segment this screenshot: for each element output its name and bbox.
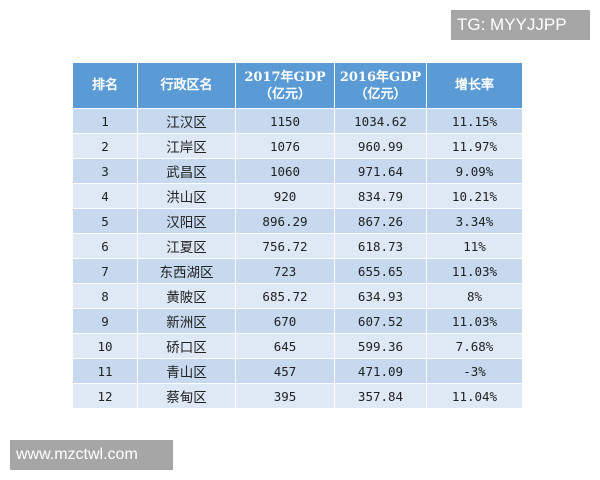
gdp-2016-cell: 971.64 [334,158,427,184]
table-row: 9 新洲区 670 607.52 11.03% [72,308,523,334]
growth-rate-cell: 3.34% [426,208,523,234]
gdp-2016-cell: 1034.62 [334,108,427,134]
growth-rate-cell: 9.09% [426,158,523,184]
table-row: 11 青山区 457 471.09 -3% [72,358,523,384]
rank-cell: 4 [72,183,138,209]
rank-cell: 3 [72,158,138,184]
gdp-2017-cell: 896.29 [235,208,335,234]
gdp-2016-cell: 834.79 [334,183,427,209]
growth-rate-cell: 10.21% [426,183,523,209]
growth-rate-cell: 11% [426,233,523,259]
table-row: 8 黄陂区 685.72 634.93 8% [72,283,523,309]
gdp-2016-cell: 634.93 [334,283,427,309]
district-cell: 汉阳区 [137,208,236,234]
district-cell: 黄陂区 [137,283,236,309]
gdp-2017-cell: 1060 [235,158,335,184]
growth-rate-cell: 11.04% [426,383,523,409]
district-cell: 洪山区 [137,183,236,209]
rank-cell: 1 [72,108,138,134]
table-row: 10 硚口区 645 599.36 7.68% [72,333,523,359]
gdp-2017-cell: 645 [235,333,335,359]
gdp-2016-cell: 655.65 [334,258,427,284]
gdp-2016-cell: 867.26 [334,208,427,234]
rank-cell: 6 [72,233,138,259]
district-cell: 江夏区 [137,233,236,259]
watermark-website: www.mzctwl.com [10,440,173,470]
gdp-2016-cell: 618.73 [334,233,427,259]
district-cell: 武昌区 [137,158,236,184]
rank-cell: 12 [72,383,138,409]
gdp-2017-cell: 1150 [235,108,335,134]
header-gdp-2017: 2017年GDP （亿元） [235,62,335,109]
growth-rate-cell: 11.03% [426,258,523,284]
gdp-2017-cell: 1076 [235,133,335,159]
header-gdp-2016: 2016年GDP （亿元） [334,62,427,109]
rank-cell: 2 [72,133,138,159]
district-cell: 硚口区 [137,333,236,359]
table-header-row: 排名 行政区名 2017年GDP （亿元） 2016年GDP （亿元） 增长率 [72,62,523,109]
gdp-2017-cell: 670 [235,308,335,334]
table-row: 4 洪山区 920 834.79 10.21% [72,183,523,209]
gdp-2017-cell: 457 [235,358,335,384]
rank-cell: 9 [72,308,138,334]
growth-rate-cell: 11.97% [426,133,523,159]
gdp-2016-cell: 607.52 [334,308,427,334]
growth-rate-cell: 11.15% [426,108,523,134]
growth-rate-cell: 11.03% [426,308,523,334]
rank-cell: 10 [72,333,138,359]
table-row: 7 东西湖区 723 655.65 11.03% [72,258,523,284]
header-growth-rate: 增长率 [426,62,523,109]
district-cell: 新洲区 [137,308,236,334]
rank-cell: 7 [72,258,138,284]
rank-cell: 5 [72,208,138,234]
gdp-2016-cell: 357.84 [334,383,427,409]
district-cell: 蔡甸区 [137,383,236,409]
gdp-2016-cell: 471.09 [334,358,427,384]
growth-rate-cell: -3% [426,358,523,384]
growth-rate-cell: 8% [426,283,523,309]
gdp-2017-cell: 685.72 [235,283,335,309]
header-district: 行政区名 [137,62,236,109]
district-cell: 江汉区 [137,108,236,134]
growth-rate-cell: 7.68% [426,333,523,359]
district-cell: 江岸区 [137,133,236,159]
table-row: 6 江夏区 756.72 618.73 11% [72,233,523,259]
gdp-2017-cell: 723 [235,258,335,284]
table-row: 1 江汉区 1150 1034.62 11.15% [72,108,523,134]
table-row: 3 武昌区 1060 971.64 9.09% [72,158,523,184]
table-row: 12 蔡甸区 395 357.84 11.04% [72,383,523,409]
district-cell: 青山区 [137,358,236,384]
gdp-2017-cell: 920 [235,183,335,209]
gdp-2016-cell: 960.99 [334,133,427,159]
gdp-2016-cell: 599.36 [334,333,427,359]
table-row: 2 江岸区 1076 960.99 11.97% [72,133,523,159]
gdp-2017-cell: 395 [235,383,335,409]
header-rank: 排名 [72,62,138,109]
rank-cell: 11 [72,358,138,384]
district-cell: 东西湖区 [137,258,236,284]
table-row: 5 汉阳区 896.29 867.26 3.34% [72,208,523,234]
watermark-tg: TG: MYYJJPP [451,10,590,40]
gdp-2017-cell: 756.72 [235,233,335,259]
rank-cell: 8 [72,283,138,309]
